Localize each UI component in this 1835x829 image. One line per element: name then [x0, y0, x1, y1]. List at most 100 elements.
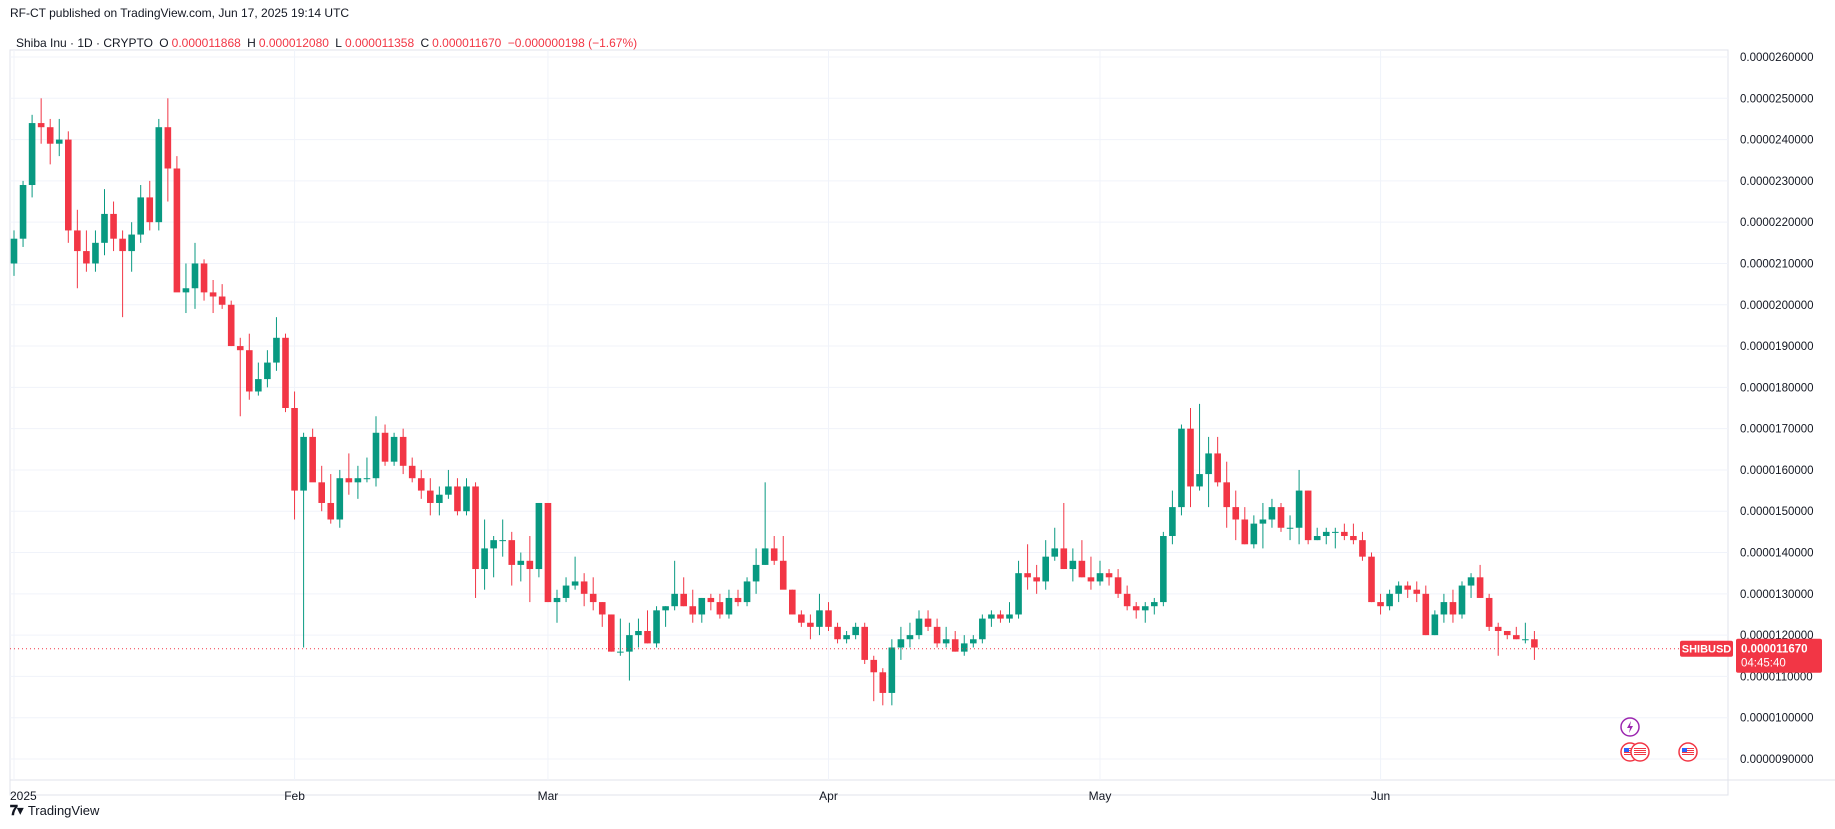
candle-body: [843, 635, 850, 640]
candle-body: [644, 630, 651, 644]
candle-body: [1169, 507, 1176, 537]
last-price-label: 0.000011670: [1741, 644, 1808, 656]
candle-body: [879, 672, 887, 693]
candle-body: [1205, 453, 1212, 475]
candle-body: [1395, 585, 1402, 594]
candle-body: [1096, 573, 1104, 582]
candle-body: [1422, 593, 1430, 636]
us-flag-icon[interactable]: [1678, 742, 1698, 762]
flag-stripe: [1634, 750, 1646, 751]
candle-body: [481, 548, 488, 570]
candle-body: [1431, 614, 1439, 636]
flag-canton: [1624, 748, 1629, 752]
brand-name: TradingView: [27, 803, 100, 818]
price-axis[interactable]: 0.0000090000 0.0000100000 0.0000110000 0.00…: [1740, 52, 1814, 766]
lightning-icon[interactable]: [1620, 717, 1640, 737]
candle-body: [1368, 556, 1375, 603]
candle-body: [336, 478, 344, 520]
candle-body: [200, 263, 208, 293]
flag-stripe: [1682, 754, 1694, 755]
time-tick-label: Jun: [1371, 789, 1390, 803]
candle-body: [354, 478, 362, 483]
candle-body: [218, 296, 226, 305]
candle-body: [1313, 536, 1321, 541]
candle-body: [1187, 428, 1194, 487]
symbol-title[interactable]: Shiba Inu · 1D · CRYPTO: [16, 36, 153, 50]
candle-body: [246, 350, 253, 392]
price-tick-label: 0.0000210000: [1740, 258, 1814, 270]
candle-body: [273, 337, 280, 363]
ticker-tag-label: SHIBUSD: [1682, 644, 1732, 656]
price-tick-label: 0.0000260000: [1740, 52, 1814, 64]
candle-body: [155, 127, 163, 223]
candle-body: [798, 614, 805, 623]
candle-body: [816, 610, 823, 627]
candle-body: [128, 234, 135, 252]
candle-body: [463, 486, 470, 512]
candle-body: [55, 139, 63, 144]
candle-body: [209, 292, 217, 297]
flag-canton: [1682, 748, 1687, 752]
candle-body: [236, 346, 244, 351]
candle-body: [436, 494, 443, 503]
candle-body: [408, 465, 416, 479]
candle-body: [101, 213, 108, 243]
candle-body: [10, 238, 18, 264]
candle-body: [92, 242, 99, 264]
candle-body: [1513, 635, 1520, 640]
price-tag[interactable]: SHIBUSD 0.000011670 04:45:40: [1680, 638, 1822, 673]
candle-body: [363, 478, 371, 480]
candle-body: [164, 127, 172, 169]
candle-body: [110, 213, 117, 239]
candle-body: [589, 593, 597, 603]
candle-body: [725, 597, 733, 615]
price-tick-label: 0.0000090000: [1740, 754, 1814, 766]
candle-body: [761, 548, 769, 565]
candle-body: [19, 185, 27, 239]
candle-body: [671, 593, 678, 607]
candle-body: [1404, 585, 1411, 590]
candle-body: [680, 593, 687, 607]
candle-body: [1386, 593, 1393, 607]
candle-body: [598, 602, 606, 615]
price-tick-label: 0.0000230000: [1740, 176, 1814, 188]
candle-body: [1214, 453, 1221, 483]
tradingview-logo-icon: 𝟕▾: [10, 802, 24, 818]
last-price-tag-bg: [1736, 638, 1822, 673]
candle-body: [1141, 606, 1149, 611]
time-axis[interactable]: 2025 Feb Mar Apr May Jun: [10, 789, 1390, 803]
candle-body: [37, 123, 45, 128]
symbol-legend: Shiba Inu · 1D · CRYPTO O 0.000011868 H 0.…: [16, 36, 640, 50]
candle-body: [1051, 548, 1059, 557]
candle-body: [1087, 577, 1095, 582]
candle-body: [499, 540, 506, 542]
us-flag-icon[interactable]: [1630, 742, 1650, 762]
price-tick-label: 0.0000130000: [1740, 589, 1814, 601]
candle-body: [1359, 540, 1366, 557]
candle-body: [1241, 519, 1249, 545]
high-value: 0.000012080: [258, 36, 329, 50]
candle-body: [1042, 556, 1049, 582]
candle-body: [779, 560, 787, 590]
candle-body: [46, 127, 54, 144]
candle-body: [1458, 585, 1466, 615]
flag-stripe: [1682, 748, 1694, 749]
candle-body: [734, 597, 742, 603]
candle-body: [28, 123, 36, 186]
candle-body: [807, 622, 814, 627]
candle-body: [698, 597, 706, 615]
footer-brand[interactable]: 𝟕▾ TradingView: [10, 802, 99, 819]
candle-body: [1449, 602, 1457, 615]
time-tick-label: May: [1089, 789, 1112, 803]
candle-body: [906, 635, 914, 640]
candle-body: [617, 651, 624, 653]
candle-body: [1341, 531, 1348, 537]
price-tick-label: 0.0000190000: [1740, 341, 1814, 353]
candle-body: [997, 614, 1004, 619]
candle-body: [1522, 639, 1529, 641]
candle-body: [1503, 630, 1511, 636]
candle-body: [960, 643, 968, 652]
candle-body: [381, 432, 389, 462]
candle-body: [1304, 490, 1312, 541]
